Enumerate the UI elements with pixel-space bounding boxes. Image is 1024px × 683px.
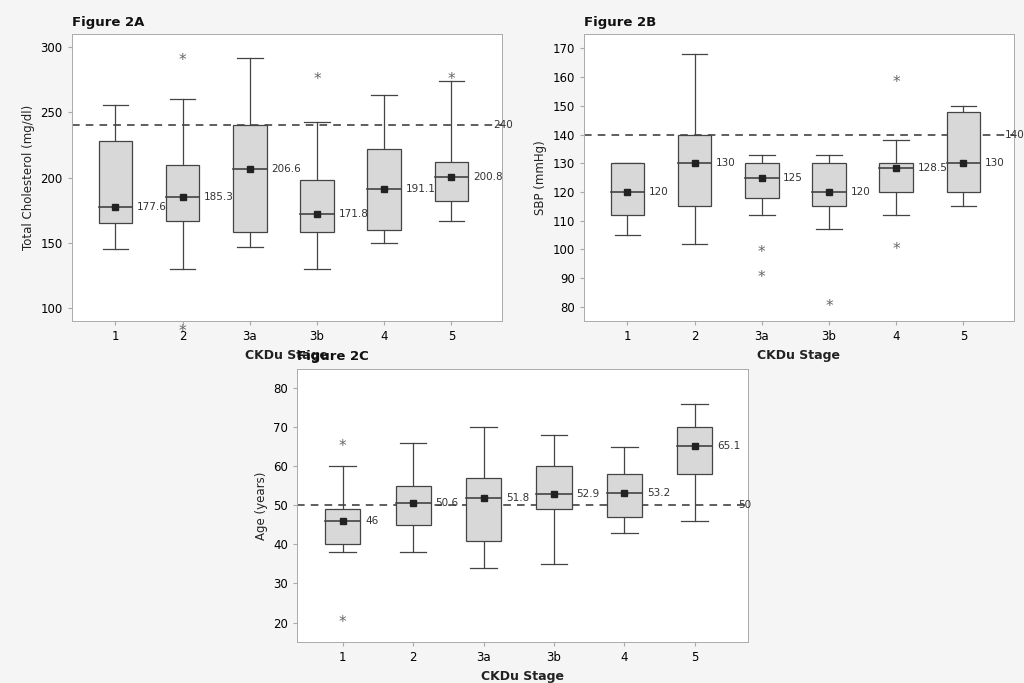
Bar [434, 162, 468, 201]
Text: 140: 140 [1005, 130, 1024, 139]
Y-axis label: Total Cholesterol (mg/dl): Total Cholesterol (mg/dl) [22, 105, 35, 250]
Bar [946, 111, 980, 192]
Bar [326, 510, 360, 544]
Text: 200.8: 200.8 [473, 171, 503, 182]
Text: *: * [339, 615, 346, 630]
Text: 125: 125 [783, 173, 803, 182]
Text: Figure 2C: Figure 2C [297, 350, 369, 363]
Text: *: * [758, 245, 766, 260]
Bar [368, 149, 401, 229]
Text: *: * [825, 299, 833, 314]
Text: 185.3: 185.3 [204, 192, 233, 201]
Text: 240: 240 [493, 120, 513, 130]
Text: 65.1: 65.1 [717, 441, 740, 451]
Text: *: * [758, 270, 766, 285]
Text: *: * [892, 242, 900, 257]
Text: *: * [313, 72, 321, 87]
Text: *: * [179, 324, 186, 339]
Text: 191.1: 191.1 [406, 184, 435, 194]
Text: 130: 130 [985, 158, 1005, 168]
Bar [233, 126, 266, 232]
Text: 120: 120 [851, 187, 870, 197]
Text: *: * [179, 53, 186, 68]
Bar [677, 428, 713, 474]
Bar [466, 478, 501, 540]
X-axis label: CKDu Stage: CKDu Stage [480, 669, 564, 682]
Text: 50.6: 50.6 [435, 498, 459, 508]
X-axis label: CKDu Stage: CKDu Stage [245, 348, 329, 361]
Bar [610, 163, 644, 215]
Text: 177.6: 177.6 [137, 201, 167, 212]
Text: 50: 50 [738, 501, 752, 510]
Bar [812, 163, 846, 206]
Text: 206.6: 206.6 [271, 164, 301, 174]
Bar [166, 165, 200, 221]
X-axis label: CKDu Stage: CKDu Stage [757, 348, 841, 361]
Bar [745, 163, 778, 197]
Text: 128.5: 128.5 [918, 163, 947, 173]
Bar [880, 163, 913, 192]
Text: 130: 130 [716, 158, 736, 168]
Text: 120: 120 [649, 187, 669, 197]
Y-axis label: Age (years): Age (years) [255, 471, 267, 540]
Bar [678, 135, 712, 206]
Text: 171.8: 171.8 [339, 210, 369, 219]
Bar [606, 474, 642, 517]
Bar [537, 466, 571, 510]
Text: *: * [892, 75, 900, 90]
Text: *: * [339, 439, 346, 454]
Text: 53.2: 53.2 [647, 488, 670, 498]
Bar [395, 486, 431, 525]
Text: 46: 46 [366, 516, 379, 526]
Text: 51.8: 51.8 [506, 493, 529, 503]
Text: *: * [447, 72, 456, 87]
Bar [300, 180, 334, 232]
Text: Figure 2A: Figure 2A [72, 16, 144, 29]
Text: Figure 2B: Figure 2B [584, 16, 656, 29]
Bar [98, 141, 132, 223]
Text: 52.9: 52.9 [577, 489, 600, 499]
Y-axis label: SBP (mmHg): SBP (mmHg) [534, 140, 547, 215]
